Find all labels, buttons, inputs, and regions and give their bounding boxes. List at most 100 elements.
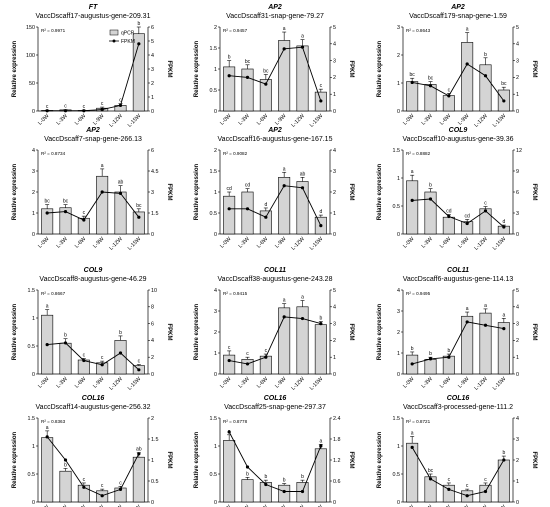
panel-title: COL16 xyxy=(82,395,105,402)
x-tick-label: L-9W xyxy=(92,376,106,390)
right-tick-label: 0 xyxy=(516,500,519,506)
panel-subtitle: VaccDscaff6-augustus-gene-114.13 xyxy=(403,276,514,283)
x-tick-label: L-0W xyxy=(402,376,416,390)
x-tick-label: L-15W xyxy=(492,236,508,252)
fpkm-point xyxy=(465,62,469,66)
significance-label: d xyxy=(502,219,505,225)
fpkm-point xyxy=(227,74,231,78)
qpcr-bar xyxy=(296,306,309,375)
right-tick-label: 2 xyxy=(516,75,519,81)
qpcr-bar xyxy=(424,358,437,375)
significance-label: d xyxy=(264,202,267,208)
right-tick-label: 4 xyxy=(151,338,154,344)
fpkm-point xyxy=(264,82,268,86)
fpkm-point xyxy=(100,494,104,498)
significance-label: c xyxy=(101,483,104,489)
fpkm-point xyxy=(502,327,506,331)
right-tick-label: 1 xyxy=(516,92,519,98)
r-squared-label: R² = 0.8667 xyxy=(41,291,66,296)
y-axis-label-right: FPKM xyxy=(166,184,172,201)
right-tick-label: 2 xyxy=(333,338,336,344)
right-tick-label: 2 xyxy=(151,81,154,87)
fpkm-point xyxy=(410,80,414,85)
x-tick-label: L-9W xyxy=(92,236,106,250)
x-tick-label: L-3W xyxy=(238,376,252,390)
x-tick-label: L-0W xyxy=(402,113,416,127)
fpkm-point xyxy=(245,207,250,211)
y-axis-label-left: Relative expression xyxy=(12,431,18,488)
left-tick-label: 1 xyxy=(214,444,217,450)
qpcr-bar xyxy=(132,211,145,235)
y-axis-label-left: Relative expression xyxy=(377,303,383,360)
right-tick-label: 3 xyxy=(516,58,519,64)
x-tick-label: L-3W xyxy=(238,113,252,127)
right-tick-label: 5 xyxy=(151,39,154,45)
qpcr-bar xyxy=(461,315,474,375)
significance-label: c xyxy=(83,104,86,110)
x-tick-label: L-9W xyxy=(274,376,288,390)
fpkm-point xyxy=(264,215,268,219)
qpcr-bar xyxy=(223,195,236,235)
x-tick-label: L-3W xyxy=(56,113,70,127)
panel-subtitle: VaccDscaff10-augustus-gene-39.36 xyxy=(402,136,513,143)
x-tick-label: L-6W xyxy=(74,236,88,250)
significance-label: c xyxy=(119,98,122,104)
x-tick-label: L-15W xyxy=(309,376,325,392)
x-tick-label: L-6W xyxy=(74,504,88,507)
fpkm-point xyxy=(483,489,488,494)
left-tick-label: 50 xyxy=(29,81,35,87)
left-tick-label: 1.5 xyxy=(393,416,401,422)
fpkm-point xyxy=(410,198,414,202)
significance-label: a xyxy=(283,298,286,304)
fpkm-point xyxy=(465,494,469,498)
significance-label: bc xyxy=(428,76,434,82)
y-axis-label-right: FPKM xyxy=(531,452,537,469)
qpcr-bar xyxy=(442,216,455,235)
qpcr-bar xyxy=(223,354,236,375)
qpcr-bar xyxy=(479,312,492,375)
fpkm-point xyxy=(245,362,250,366)
right-tick-label: 4 xyxy=(333,42,336,48)
right-tick-label: 3 xyxy=(151,190,154,196)
significance-label: b xyxy=(484,52,487,58)
significance-label: ab xyxy=(136,447,142,453)
significance-label: a xyxy=(101,163,104,169)
x-tick-label: L-0W xyxy=(37,504,51,507)
fpkm-point xyxy=(483,209,488,213)
right-tick-label: 4 xyxy=(333,305,336,311)
right-tick-label: 2 xyxy=(151,416,154,422)
panel-title: COL9 xyxy=(84,267,103,274)
fpkm-point xyxy=(118,487,123,491)
fpkm-point xyxy=(428,477,433,481)
right-tick-label: 2.4 xyxy=(333,416,341,422)
right-tick-label: 0.6 xyxy=(333,479,341,485)
x-tick-label: L-12W xyxy=(473,504,489,507)
fpkm-point xyxy=(502,225,506,229)
right-tick-label: 5 xyxy=(333,25,336,31)
significance-label: a xyxy=(283,166,286,172)
right-tick-label: 5 xyxy=(516,25,519,31)
panel-subtitle: VaccDscaff16-augustus-gene-167.15 xyxy=(218,136,333,143)
significance-label: a xyxy=(46,425,49,431)
significance-label: b xyxy=(283,478,286,484)
significance-label: b xyxy=(119,330,122,336)
significance-label: b xyxy=(429,351,432,357)
qpcr-bar xyxy=(59,470,72,503)
y-axis-label-left: Relative expression xyxy=(12,303,18,360)
x-tick-label: L-0W xyxy=(219,113,233,127)
fpkm-line xyxy=(411,447,505,497)
left-tick-label: 0 xyxy=(32,372,35,378)
fpkm-line xyxy=(229,316,321,365)
fpkm-point xyxy=(465,221,469,226)
right-tick-label: 0.5 xyxy=(151,479,159,485)
fpkm-point xyxy=(45,109,49,113)
x-tick-label: L-12W xyxy=(290,236,306,252)
right-tick-label: 0 xyxy=(333,372,336,378)
qpcr-bar xyxy=(406,180,419,235)
x-tick-label: L-12W xyxy=(290,504,306,507)
x-tick-label: L-15W xyxy=(309,504,325,507)
significance-label: a xyxy=(411,430,414,436)
right-tick-label: 1 xyxy=(151,95,154,101)
significance-label: a xyxy=(301,295,304,301)
x-tick-label: L-15W xyxy=(492,504,508,507)
